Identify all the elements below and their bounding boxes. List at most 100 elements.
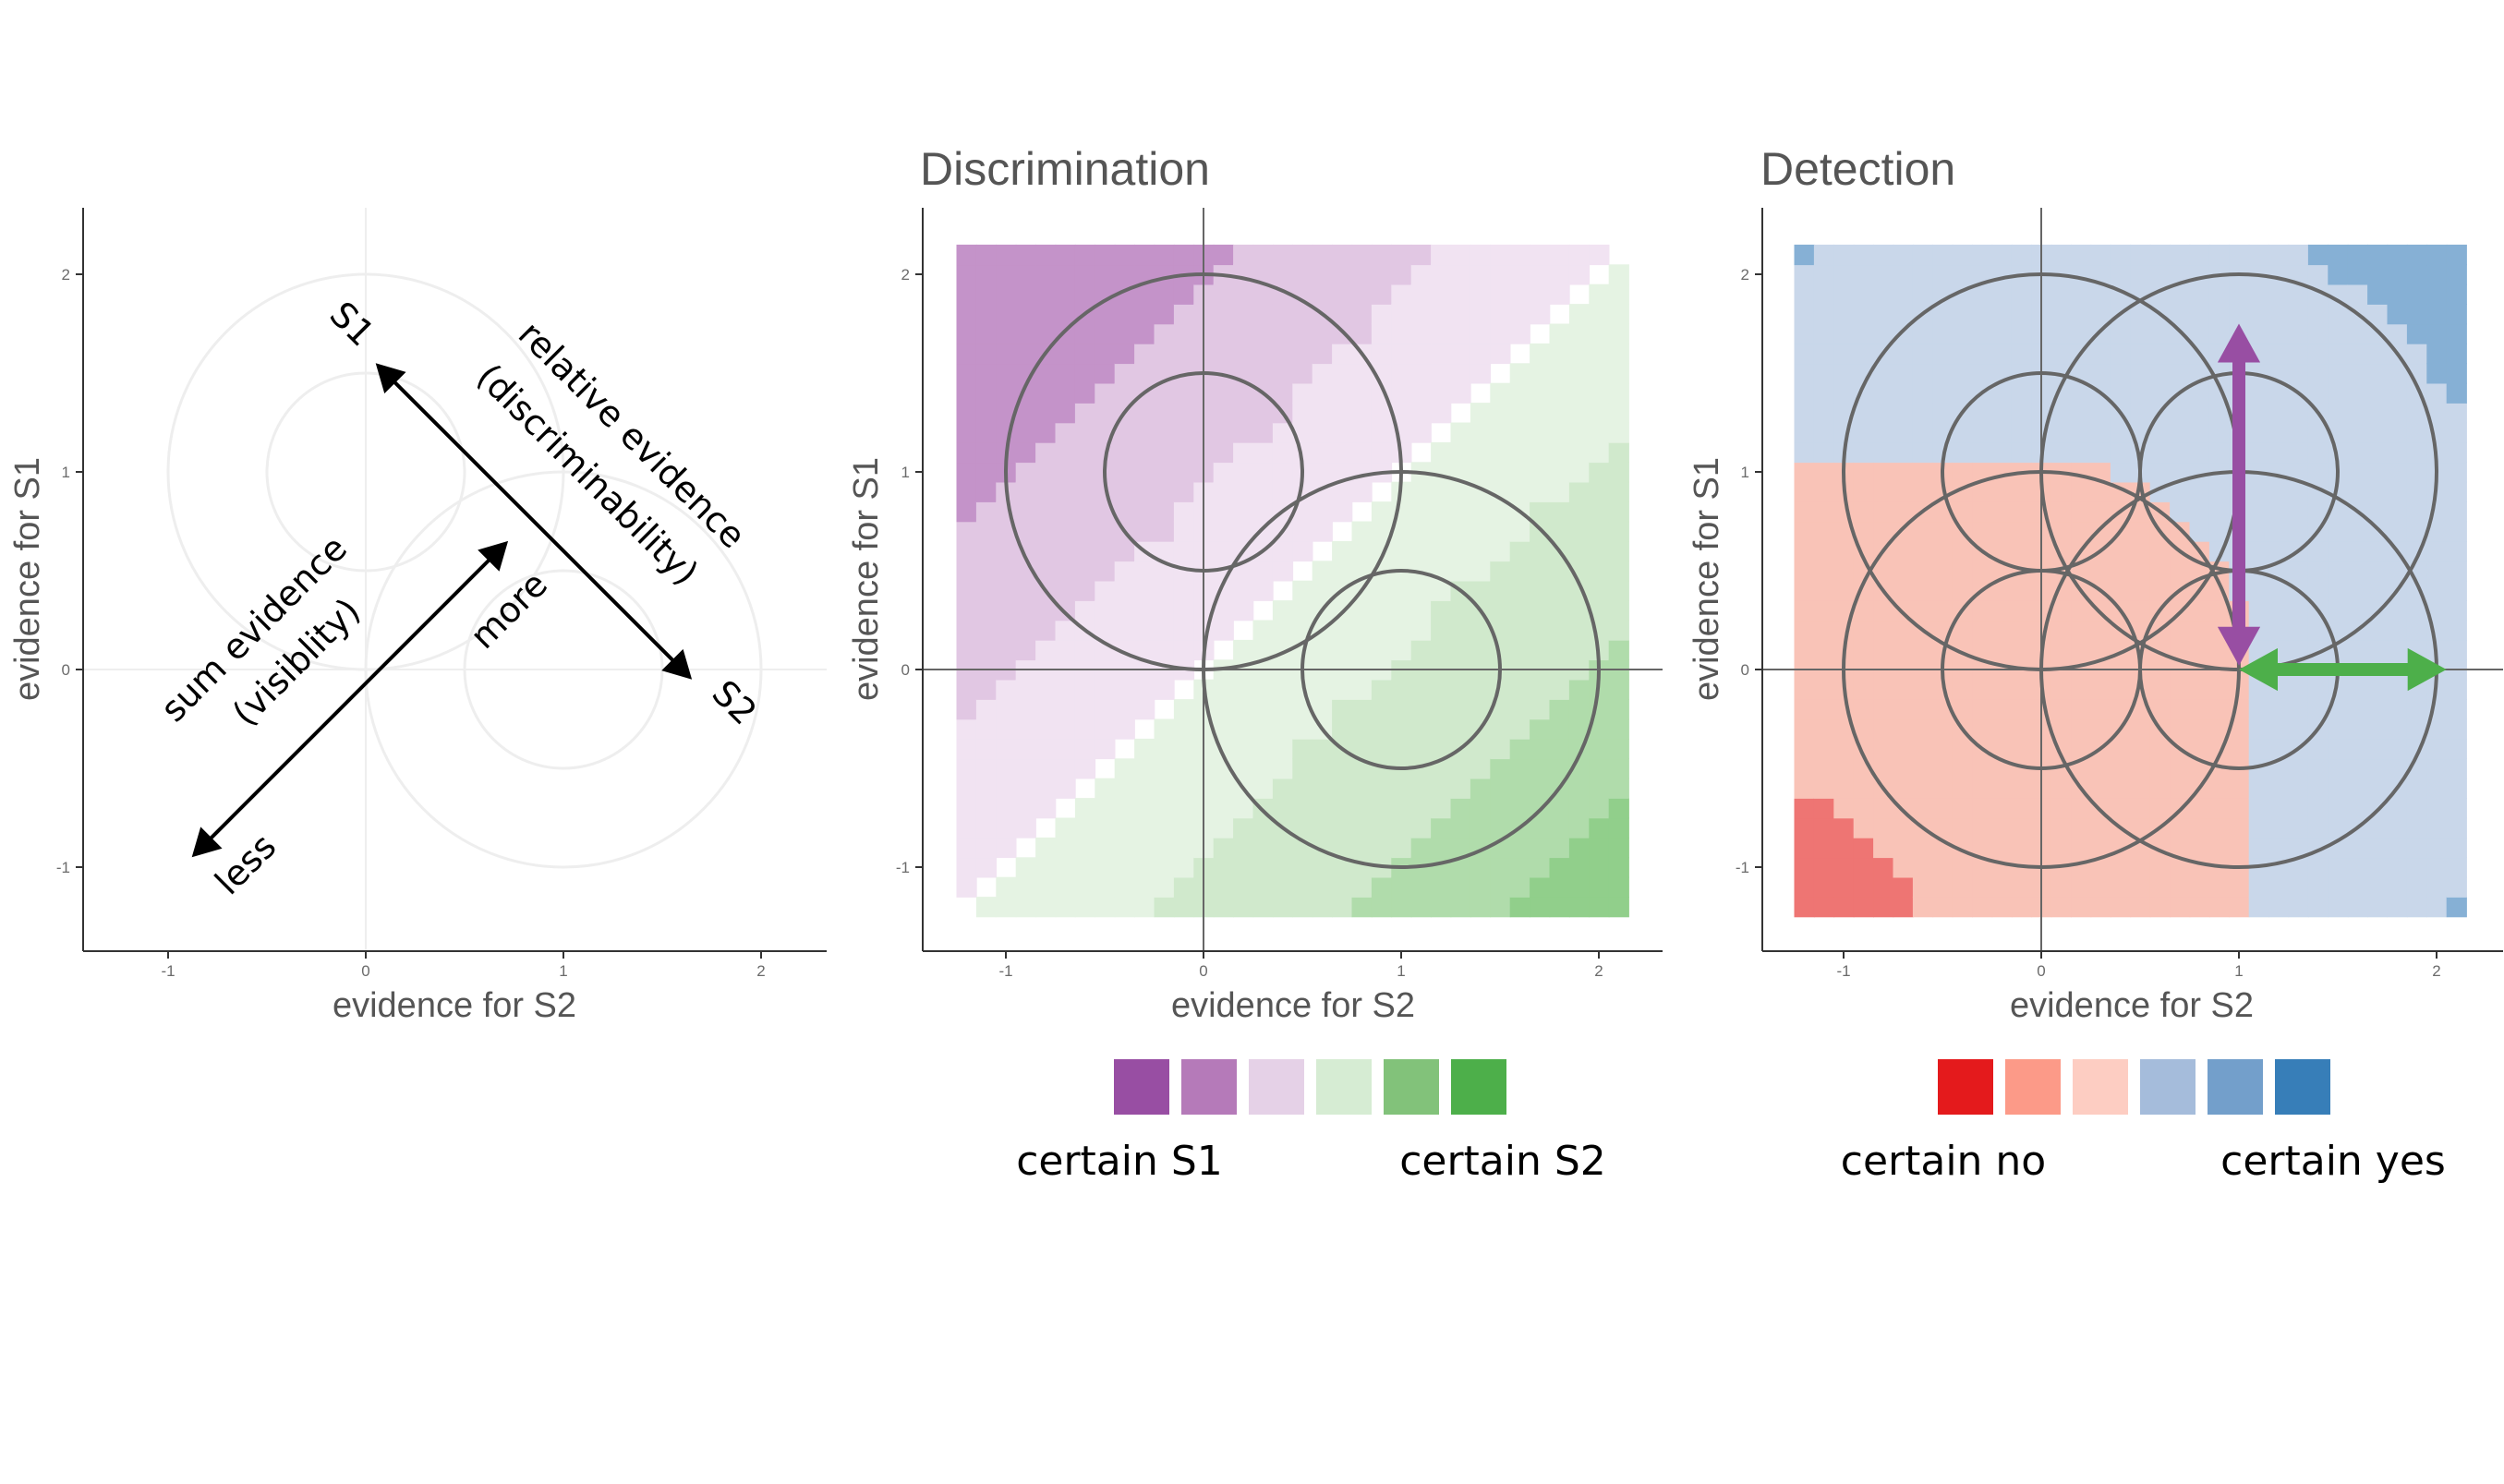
heatmap-cell xyxy=(1972,837,1993,859)
heatmap-cell xyxy=(2248,481,2269,502)
heatmap-cell xyxy=(2367,639,2389,661)
heatmap-cell xyxy=(1431,738,1452,760)
heatmap-cell xyxy=(2268,699,2290,720)
heatmap-cell xyxy=(1833,580,1855,601)
heatmap-cell xyxy=(1391,304,1412,325)
heatmap-cell xyxy=(1035,897,1057,918)
heatmap-cell xyxy=(1912,382,1934,404)
heatmap-cell xyxy=(1312,521,1333,542)
heatmap-cell xyxy=(956,600,977,621)
heatmap-cell xyxy=(2387,817,2408,839)
heatmap-cell xyxy=(1991,600,2013,621)
heatmap-cell xyxy=(2130,540,2151,562)
heatmap-cell xyxy=(1853,837,1874,859)
heatmap-cell xyxy=(2090,679,2111,700)
heatmap-cell xyxy=(1391,264,1412,285)
heatmap-cell xyxy=(1292,876,1313,898)
heatmap-cell xyxy=(1312,264,1333,285)
heatmap-cell xyxy=(1972,620,1993,641)
heatmap-cell xyxy=(975,521,998,542)
heatmap-cell xyxy=(2170,343,2191,365)
heatmap-cell xyxy=(1530,363,1551,384)
heatmap-cell xyxy=(1589,817,1610,839)
heatmap-cell xyxy=(1154,462,1175,483)
heatmap-cell xyxy=(2071,521,2092,542)
heatmap-cell xyxy=(1912,600,1934,621)
y-tick-label: -1 xyxy=(56,859,70,876)
heatmap-cell xyxy=(1015,422,1036,443)
heatmap-cell xyxy=(2170,284,2191,305)
heatmap-cell xyxy=(2170,718,2191,740)
heatmap-cell xyxy=(1912,897,1934,918)
heatmap-cell xyxy=(1932,304,1954,325)
heatmap-cell xyxy=(2110,462,2132,483)
heatmap-cell xyxy=(1568,798,1591,819)
heatmap-cell xyxy=(1391,738,1412,760)
heatmap-cell xyxy=(1233,422,1254,443)
heatmap-cell xyxy=(975,778,998,799)
heatmap-cell xyxy=(1095,343,1116,365)
detection-y-axis-label: evidence for S1 xyxy=(1687,457,1726,701)
heatmap-cell xyxy=(2229,817,2250,839)
heatmap-cell xyxy=(1410,244,1432,266)
heatmap-cell xyxy=(1608,679,1629,700)
heatmap-cell xyxy=(1351,382,1373,404)
heatmap-cell xyxy=(1134,699,1155,720)
heatmap-cell xyxy=(1015,264,1036,285)
heatmap-cell xyxy=(975,422,998,443)
heatmap-cell xyxy=(2050,284,2072,305)
heatmap-cell xyxy=(1530,441,1551,464)
heatmap-cell xyxy=(1893,639,1914,661)
heatmap-cell xyxy=(1292,323,1313,344)
heatmap-cell xyxy=(1530,540,1551,562)
heatmap-cell xyxy=(2050,699,2072,720)
heatmap-cell xyxy=(1154,422,1175,443)
heatmap-cell xyxy=(2110,422,2132,443)
heatmap-cell xyxy=(1991,521,2013,542)
heatmap-cell xyxy=(2268,284,2290,305)
heatmap-cell xyxy=(1912,481,1934,502)
x-tick-label: -1 xyxy=(1836,962,1850,980)
heatmap-cell xyxy=(2090,817,2111,839)
heatmap-cell xyxy=(1813,462,1835,483)
heatmap-cell xyxy=(1794,876,1815,898)
heatmap-cell xyxy=(1351,620,1373,641)
heatmap-cell xyxy=(2090,323,2111,344)
heatmap-cell xyxy=(1095,540,1116,562)
heatmap-cell xyxy=(1568,521,1591,542)
heatmap-cell xyxy=(1095,837,1116,859)
heatmap-cell xyxy=(1312,501,1333,523)
heatmap-cell xyxy=(1549,382,1570,404)
heatmap-cell xyxy=(1991,462,2013,483)
heatmap-cell xyxy=(1015,639,1036,661)
heatmap-cell xyxy=(1952,897,1973,918)
heatmap-cell xyxy=(1431,798,1452,819)
heatmap-cell xyxy=(1813,244,1835,266)
heatmap-cell xyxy=(1608,481,1629,502)
heatmap-cell xyxy=(2406,876,2428,898)
heatmap-cell xyxy=(1873,284,1894,305)
heatmap-cell xyxy=(1233,758,1254,779)
heatmap-cell xyxy=(1410,897,1432,918)
heatmap-cell xyxy=(1813,540,1835,562)
heatmap-cell xyxy=(1833,521,1855,542)
heatmap-cell xyxy=(2347,857,2368,878)
heatmap-cell xyxy=(1095,897,1116,918)
heatmap-cell xyxy=(2149,422,2171,443)
heatmap-cell xyxy=(1490,561,1511,582)
heatmap-cell xyxy=(1530,620,1551,641)
heatmap-cell xyxy=(2347,441,2368,464)
heatmap-cell xyxy=(1893,857,1914,878)
heatmap-cell xyxy=(1589,382,1610,404)
heatmap-cell xyxy=(1794,738,1815,760)
heatmap-cell xyxy=(1074,679,1096,700)
heatmap-cell xyxy=(975,738,998,760)
heatmap-cell xyxy=(1272,679,1294,700)
heatmap-cell xyxy=(2149,441,2171,464)
heatmap-cell xyxy=(1213,817,1234,839)
heatmap-cell xyxy=(2288,304,2309,325)
heatmap-cell xyxy=(1912,639,1934,661)
heatmap-cell xyxy=(2050,837,2072,859)
heatmap-cell xyxy=(1332,897,1353,918)
